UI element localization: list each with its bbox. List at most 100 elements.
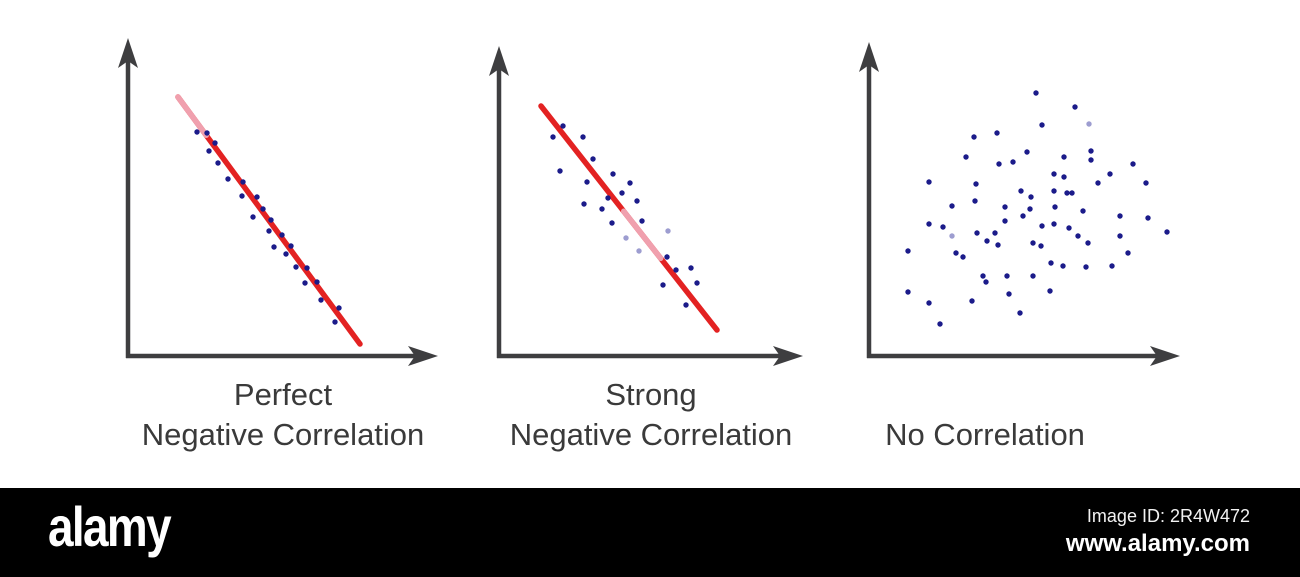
scatter-point bbox=[960, 254, 966, 260]
scatter-point bbox=[1051, 188, 1057, 194]
scatter-point bbox=[239, 193, 245, 199]
scatter-point bbox=[215, 160, 221, 166]
scatter-point bbox=[1004, 273, 1010, 279]
scatter-point-faded bbox=[1086, 121, 1092, 127]
alamy-logo: alamy bbox=[48, 495, 172, 558]
scatter-point bbox=[584, 179, 590, 185]
scatter-point bbox=[1010, 159, 1016, 165]
scatter-point bbox=[1130, 161, 1136, 167]
scatter-point bbox=[983, 279, 989, 285]
scatter-point bbox=[302, 280, 308, 286]
scatter-point bbox=[1060, 263, 1066, 269]
scatter-point bbox=[953, 250, 959, 256]
scatter-point bbox=[1002, 218, 1008, 224]
scatter-point bbox=[1020, 213, 1026, 219]
scatter-point bbox=[1125, 250, 1131, 256]
scatter-point bbox=[1038, 243, 1044, 249]
alamy-website-text: www.alamy.com bbox=[1065, 530, 1250, 557]
scatter-point bbox=[194, 129, 200, 135]
scatter-point bbox=[926, 179, 932, 185]
scatter-point bbox=[994, 130, 1000, 136]
scatter-point bbox=[971, 134, 977, 140]
caption-perfect-negative-correlation: Perfect Negative Correlation bbox=[118, 375, 448, 455]
scatter-point bbox=[664, 254, 670, 260]
caption-strong-negative-correlation: Strong Negative Correlation bbox=[486, 375, 816, 455]
scatter-point bbox=[557, 168, 563, 174]
scatter-point bbox=[271, 244, 277, 250]
scatter-point bbox=[1083, 264, 1089, 270]
scatter-point bbox=[673, 267, 679, 273]
scatter-charts-canvas bbox=[118, 38, 1180, 366]
scatter-point bbox=[204, 130, 210, 136]
scatter-point bbox=[1018, 188, 1024, 194]
scatter-point bbox=[1047, 288, 1053, 294]
scatter-point bbox=[332, 319, 338, 325]
scatter-point bbox=[1061, 154, 1067, 160]
scatter-point bbox=[590, 156, 596, 162]
caption-no-correlation: No Correlation bbox=[820, 415, 1150, 455]
scatter-point bbox=[1017, 310, 1023, 316]
scatter-point bbox=[240, 179, 246, 185]
scatter-point bbox=[260, 206, 266, 212]
scatter-point bbox=[980, 273, 986, 279]
caption-line: Strong bbox=[605, 377, 697, 412]
scatter-point bbox=[1095, 180, 1101, 186]
scatter-point bbox=[1117, 233, 1123, 239]
footer-credit-block: Image ID: 2R4W472 www.alamy.com bbox=[1066, 505, 1250, 558]
scatter-point bbox=[580, 134, 586, 140]
scatter-point bbox=[1069, 190, 1075, 196]
y-axis-arrowhead-icon bbox=[118, 38, 138, 68]
scatter-point bbox=[1002, 204, 1008, 210]
x-axis-arrowhead-icon bbox=[408, 346, 438, 366]
scatter-point bbox=[266, 228, 272, 234]
watermark-faded-line-segment bbox=[620, 208, 664, 262]
scatter-point bbox=[1088, 157, 1094, 163]
scatter-point bbox=[293, 264, 299, 270]
scatter-point bbox=[992, 230, 998, 236]
scatter-point-faded bbox=[949, 233, 955, 239]
scatter-point bbox=[283, 251, 289, 257]
watermark-faded-line-segment bbox=[175, 94, 209, 139]
scatter-point bbox=[609, 220, 615, 226]
scatter-point bbox=[937, 321, 943, 327]
scatter-point-faded bbox=[636, 248, 642, 254]
scatter-point bbox=[996, 161, 1002, 167]
scatter-point bbox=[560, 123, 566, 129]
scatter-point bbox=[1066, 225, 1072, 231]
scatter-point bbox=[206, 148, 212, 154]
scatter-point bbox=[279, 232, 285, 238]
scatter-point-faded bbox=[665, 228, 671, 234]
caption-line: Negative Correlation bbox=[141, 417, 425, 452]
scatter-point bbox=[963, 154, 969, 160]
caption-line: Negative Correlation bbox=[509, 417, 793, 452]
caption-line: No Correlation bbox=[885, 417, 1085, 452]
scatter-point bbox=[1064, 190, 1070, 196]
caption-line: Perfect bbox=[233, 377, 333, 412]
scatter-point bbox=[1075, 233, 1081, 239]
scatter-point bbox=[926, 221, 932, 227]
scatter-point bbox=[314, 279, 320, 285]
scatter-point bbox=[1061, 174, 1067, 180]
scatter-point bbox=[1039, 122, 1045, 128]
scatter-point bbox=[225, 176, 231, 182]
scatter-point bbox=[610, 171, 616, 177]
scatter-point bbox=[949, 203, 955, 209]
scatter-point bbox=[1039, 223, 1045, 229]
scatter-point bbox=[599, 206, 605, 212]
scatter-point bbox=[1080, 208, 1086, 214]
x-axis-arrowhead-icon bbox=[773, 346, 803, 366]
scatter-point bbox=[969, 298, 975, 304]
scatter-point bbox=[288, 243, 294, 249]
scatter-point bbox=[1033, 90, 1039, 96]
scatter-point bbox=[1024, 149, 1030, 155]
scatter-point bbox=[926, 300, 932, 306]
scatter-point bbox=[212, 140, 218, 146]
scatter-point bbox=[905, 289, 911, 295]
scatter-point bbox=[250, 214, 256, 220]
scatter-point bbox=[634, 198, 640, 204]
scatter-point bbox=[694, 280, 700, 286]
scatter-point bbox=[905, 248, 911, 254]
scatter-point bbox=[1027, 206, 1033, 212]
scatter-point bbox=[1051, 171, 1057, 177]
scatter-point bbox=[318, 297, 324, 303]
